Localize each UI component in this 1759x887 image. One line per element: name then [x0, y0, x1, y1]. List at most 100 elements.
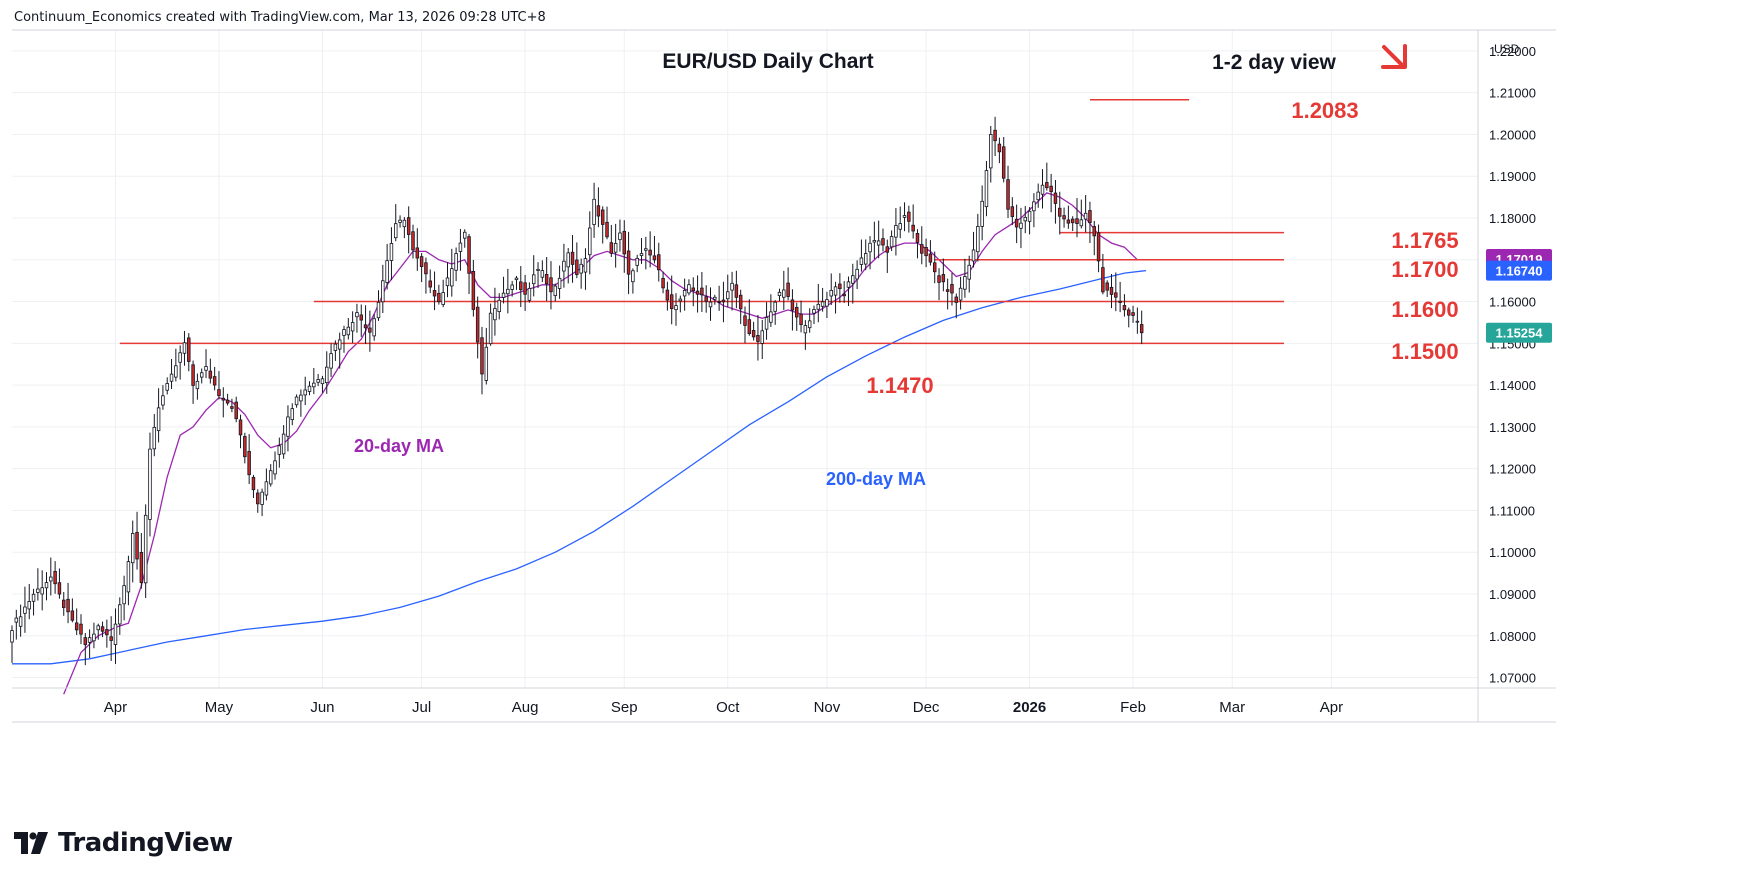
- candle: [842, 281, 846, 303]
- candle: [605, 206, 609, 240]
- candle: [247, 434, 251, 485]
- candle-body: [87, 637, 92, 643]
- candle: [268, 464, 273, 487]
- candle-body: [1032, 201, 1036, 212]
- candle-body: [462, 231, 467, 239]
- candle-body: [23, 606, 27, 614]
- key-levels: [119, 99, 1284, 345]
- candle: [234, 396, 238, 423]
- candle: [596, 187, 601, 228]
- candle: [411, 224, 415, 259]
- candle-body: [497, 299, 501, 313]
- candle: [665, 281, 670, 311]
- candle: [350, 311, 355, 343]
- candle: [881, 228, 885, 252]
- candle: [1010, 197, 1015, 226]
- y-tick-label: 1.22000: [1489, 44, 1536, 59]
- candle-body: [337, 339, 342, 350]
- candle: [795, 302, 799, 331]
- candle-body: [1023, 216, 1028, 222]
- candle: [833, 281, 838, 314]
- candle: [967, 255, 971, 293]
- candle-body: [174, 365, 178, 378]
- chart-title: EUR/USD Daily Chart: [662, 50, 873, 73]
- candle-body: [277, 445, 282, 455]
- candle: [299, 389, 303, 417]
- level-label: 1.1700: [1391, 257, 1458, 282]
- candle: [204, 349, 208, 379]
- candle-body: [18, 616, 23, 627]
- candle: [1075, 198, 1079, 238]
- candle: [622, 220, 627, 273]
- candle: [825, 291, 829, 319]
- y-tick-label: 1.20000: [1489, 127, 1536, 142]
- candle: [199, 368, 204, 384]
- candle-body: [579, 263, 583, 274]
- candle: [471, 259, 476, 317]
- candle: [838, 273, 842, 303]
- candle-body: [639, 253, 644, 256]
- candle: [1122, 294, 1127, 317]
- candle: [514, 275, 519, 290]
- candle: [243, 432, 247, 464]
- y-tick-label: 1.08000: [1489, 629, 1536, 644]
- candle: [924, 238, 928, 268]
- candle: [976, 213, 980, 262]
- candle: [1127, 307, 1131, 328]
- ma200-line: [12, 269, 1147, 665]
- candle: [376, 290, 381, 321]
- candle-body: [704, 296, 708, 302]
- candle-body: [1066, 219, 1071, 224]
- candle-body: [1019, 222, 1023, 229]
- candle-body: [31, 593, 36, 602]
- candle: [1040, 169, 1045, 209]
- price-tag-box: [1486, 260, 1552, 281]
- level-label: 1.1500: [1391, 339, 1458, 364]
- candle: [868, 236, 872, 270]
- candle: [260, 488, 264, 517]
- candle-body: [1045, 182, 1049, 189]
- candle-body: [570, 251, 575, 265]
- candle: [756, 315, 760, 361]
- candle: [74, 608, 79, 636]
- candle: [217, 371, 221, 400]
- candle-body: [329, 353, 333, 369]
- candle-body: [83, 637, 88, 645]
- candle-body: [368, 327, 372, 333]
- candle: [583, 248, 588, 290]
- candle: [406, 206, 411, 254]
- candle-body: [838, 283, 842, 290]
- candle: [531, 255, 536, 297]
- candle-body: [506, 288, 510, 295]
- candle-body: [756, 334, 760, 342]
- price-tag: 1.16740: [1486, 260, 1552, 281]
- candle-body: [44, 582, 49, 589]
- candle-body: [406, 217, 411, 235]
- candle-body: [70, 610, 75, 621]
- candle-body: [1101, 267, 1105, 293]
- candle: [937, 268, 941, 301]
- candle: [135, 511, 139, 570]
- candle: [644, 236, 648, 270]
- candle: [639, 238, 644, 264]
- x-tick-label: May: [205, 699, 234, 716]
- candle-body: [799, 313, 803, 325]
- candle-body: [721, 299, 726, 303]
- candle: [484, 327, 489, 385]
- candle-body: [1114, 292, 1118, 298]
- candle-body: [14, 617, 19, 623]
- candle-body: [294, 396, 299, 406]
- tradingview-logo[interactable]: TradingView: [14, 828, 233, 858]
- y-tick-label: 1.07000: [1489, 671, 1536, 686]
- candle: [626, 231, 631, 295]
- candle: [320, 375, 325, 393]
- candle: [1096, 224, 1101, 273]
- candle-body: [165, 383, 169, 391]
- candle-body: [428, 280, 432, 288]
- candle: [281, 425, 286, 459]
- candle: [36, 568, 40, 601]
- candle-body: [544, 273, 549, 285]
- candle-body: [657, 254, 661, 271]
- candle: [678, 295, 683, 313]
